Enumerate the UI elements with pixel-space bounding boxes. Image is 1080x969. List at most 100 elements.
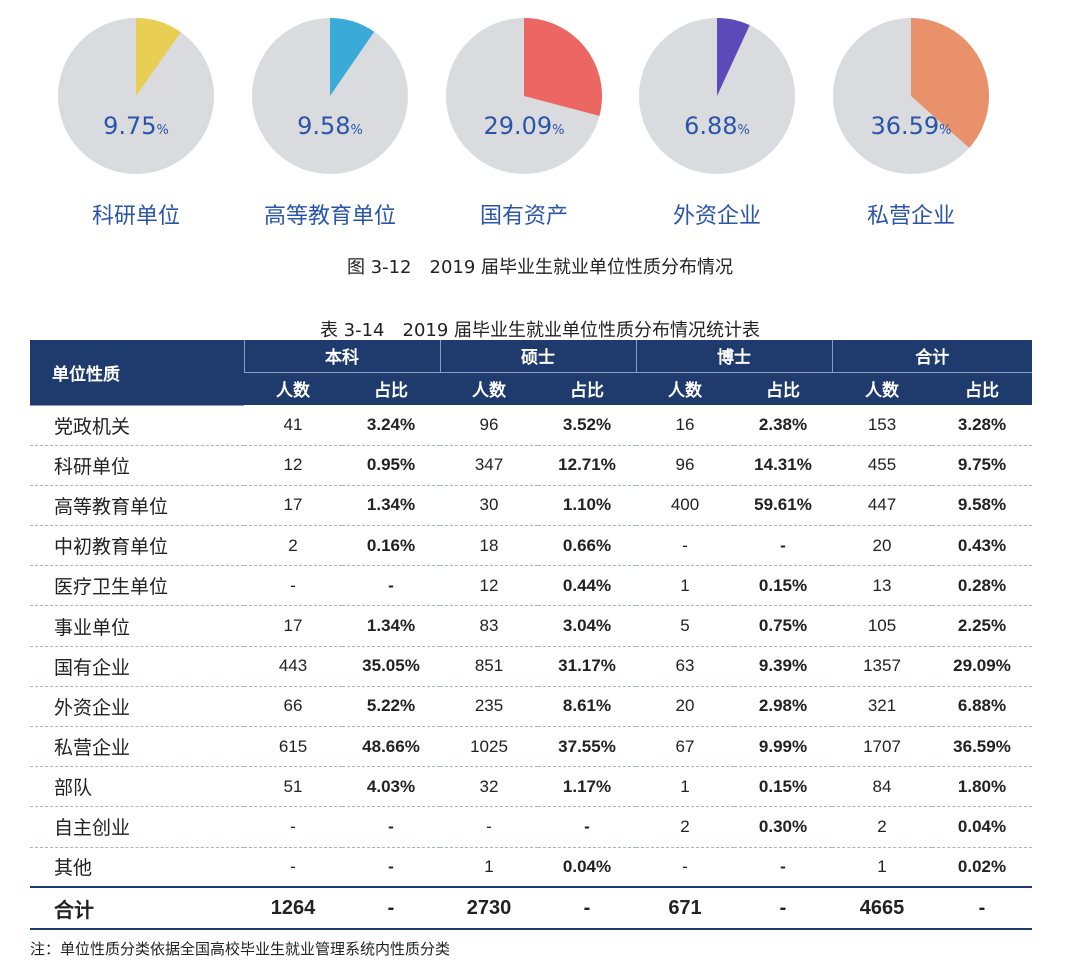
- row-label: 党政机关: [30, 405, 244, 446]
- table-row: 医疗卫生单位 - -12 0.44% 1 0.15% 13 0.28%: [30, 565, 1032, 607]
- share-cell: 3.24%: [342, 405, 440, 446]
- table-row: 科研单位 12 0.95% 347 12.71% 96 14.31% 455 9.75%: [30, 445, 1032, 486]
- count-cell: 1: [636, 766, 734, 808]
- share-cell: 9.75%: [932, 445, 1032, 486]
- header-count: 人数: [832, 372, 932, 405]
- share-cell: 3.04%: [538, 605, 636, 647]
- header-count: 人数: [636, 372, 734, 405]
- count-cell: -: [440, 806, 538, 848]
- share-cell: -: [734, 847, 832, 888]
- header-share: 占比: [538, 372, 636, 405]
- pie-value-label: 29.09%: [424, 112, 624, 140]
- share-cell: -: [734, 525, 832, 567]
- count-cell: 12: [244, 445, 342, 486]
- stats-table: 单位性质 本科 硕士 博士 合计 人数 占比 人数 占比 人数 占比 人数 占比…: [30, 340, 1032, 931]
- share-cell: 0.75%: [734, 605, 832, 647]
- share-cell: 2.38%: [734, 405, 832, 446]
- count-cell: 321: [832, 686, 932, 728]
- pie-chart-row: 9.75% 科研单位 9.58% 高等教育单位 29.09% 国有资产 6.88% 外资企业 3…: [0, 0, 1080, 250]
- pie-slice: [330, 18, 375, 96]
- count-cell: 63: [636, 646, 734, 687]
- share-cell: 14.31%: [734, 445, 832, 486]
- pie-slice: [717, 18, 750, 96]
- count-cell: 447: [832, 485, 932, 527]
- table-row: 国有企业 443 35.05% 851 31.17% 63 9.39% 1357 29.09%: [30, 646, 1032, 687]
- count-cell: 455: [832, 445, 932, 486]
- pie-value-label: 9.75%: [36, 112, 236, 140]
- header-count: 人数: [244, 372, 342, 405]
- row-label: 合计: [30, 886, 244, 931]
- share-cell: 29.09%: [932, 646, 1032, 687]
- pie-category-label: 高等教育单位: [263, 204, 396, 229]
- count-cell: 96: [440, 405, 538, 446]
- pie-value: 36.59: [870, 112, 940, 140]
- share-cell: -: [538, 886, 636, 931]
- count-cell: -: [636, 847, 734, 888]
- pie-slice: [136, 18, 181, 96]
- pie-unit: %: [737, 123, 750, 138]
- share-cell: -: [342, 886, 440, 931]
- count-cell: 30: [440, 485, 538, 527]
- share-cell: -: [342, 806, 440, 848]
- count-cell: 84: [832, 766, 932, 808]
- share-cell: 0.04%: [932, 806, 1032, 848]
- count-cell: 51: [244, 766, 342, 808]
- row-label: 事业单位: [30, 605, 244, 647]
- share-cell: 0.95%: [342, 445, 440, 486]
- count-cell: 12: [440, 565, 538, 607]
- pie-category-label: 国有资产: [479, 204, 568, 229]
- share-cell: 0.15%: [734, 565, 832, 607]
- header-unit-type: 单位性质: [30, 340, 244, 406]
- header-group-bachelor: 本科: [243, 340, 440, 373]
- count-cell: 13: [832, 565, 932, 607]
- table-row: 高等教育单位 17 1.34% 30 1.10% 400 59.61% 447 9.58%: [30, 485, 1032, 527]
- share-cell: 1.17%: [538, 766, 636, 808]
- share-cell: 0.43%: [932, 525, 1032, 567]
- pie-unit: %: [552, 123, 565, 138]
- header-group-total: 合计: [831, 340, 1032, 373]
- pie-value: 9.58: [297, 112, 351, 140]
- count-cell: 1: [440, 847, 538, 888]
- header-share: 占比: [932, 372, 1032, 405]
- header-group-master: 硕士: [439, 340, 636, 373]
- header-count: 人数: [440, 372, 538, 405]
- pie-category-label: 外资企业: [672, 204, 761, 229]
- share-cell: 1.34%: [342, 485, 440, 527]
- count-cell: 2: [832, 806, 932, 848]
- count-cell: 2: [636, 806, 734, 848]
- share-cell: 0.16%: [342, 525, 440, 567]
- share-cell: 31.17%: [538, 646, 636, 687]
- table-row: 中初教育单位 2 0.16% 18 0.66% - -20 0.43%: [30, 525, 1032, 567]
- row-label: 自主创业: [30, 806, 244, 848]
- row-label: 国有企业: [30, 646, 244, 687]
- row-label: 部队: [30, 766, 244, 808]
- count-cell: 1357: [832, 646, 932, 687]
- share-cell: 1.34%: [342, 605, 440, 647]
- share-cell: 0.02%: [932, 847, 1032, 888]
- count-cell: 1707: [832, 726, 932, 768]
- share-cell: -: [342, 847, 440, 888]
- pie-value-label: 6.88%: [617, 112, 817, 140]
- share-cell: 2.98%: [734, 686, 832, 728]
- row-label: 私营企业: [30, 726, 244, 768]
- row-label: 外资企业: [30, 686, 244, 728]
- table-row: 私营企业 615 48.66% 1025 37.55% 67 9.99% 1707 36.59%: [30, 726, 1032, 768]
- pie-slice: [911, 18, 990, 148]
- count-cell: 83: [440, 605, 538, 647]
- table-row: 其他 - -1 0.04% - -1 0.02%: [30, 847, 1032, 888]
- table-caption: 表 3-14 2019 届毕业生就业单位性质分布情况统计表: [319, 320, 761, 341]
- table-row: 外资企业 66 5.22% 235 8.61% 20 2.98% 321 6.88%: [30, 686, 1032, 728]
- count-cell: 20: [636, 686, 734, 728]
- header-share: 占比: [734, 372, 832, 405]
- share-cell: 35.05%: [342, 646, 440, 687]
- count-cell: 32: [440, 766, 538, 808]
- count-cell: 443: [244, 646, 342, 687]
- count-cell: 400: [636, 485, 734, 527]
- count-cell: 2: [244, 525, 342, 567]
- share-cell: 6.88%: [932, 686, 1032, 728]
- count-cell: 671: [636, 886, 734, 931]
- share-cell: 0.15%: [734, 766, 832, 808]
- share-cell: 8.61%: [538, 686, 636, 728]
- table-row: 部队 51 4.03% 32 1.17% 1 0.15% 84 1.80%: [30, 766, 1032, 808]
- pie-value-label: 36.59%: [811, 112, 1011, 140]
